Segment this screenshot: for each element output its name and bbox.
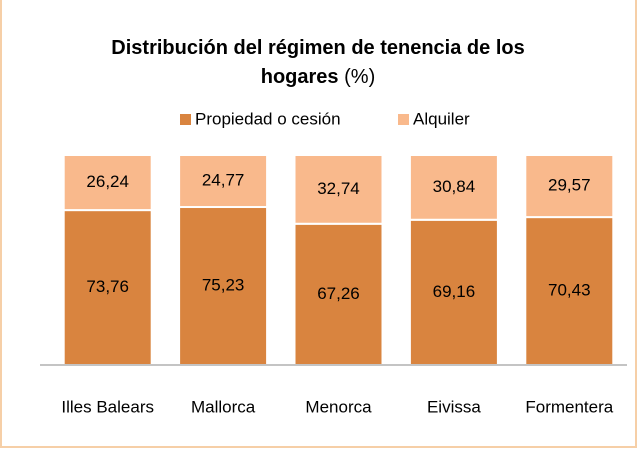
- data-label: 32,74: [317, 179, 360, 198]
- bar-segment: [178, 154, 269, 209]
- data-label: 24,77: [202, 170, 245, 189]
- bar-segment: [293, 154, 384, 225]
- bar-segment: [178, 206, 269, 366]
- title-text: Distribución del régimen de tenencia de …: [111, 37, 525, 88]
- x-tick-label: Menorca: [305, 397, 372, 416]
- bar-segment: [293, 222, 384, 366]
- chart-title: Distribución del régimen de tenencia de …: [88, 34, 548, 92]
- data-label: 70,43: [548, 281, 591, 300]
- data-label: 30,84: [433, 177, 476, 196]
- data-label: 67,26: [317, 284, 360, 303]
- data-label: 75,23: [202, 275, 245, 294]
- x-tick-label: Mallorca: [191, 397, 256, 416]
- legend-swatch: [180, 114, 191, 125]
- bar-segment: [408, 154, 499, 221]
- x-tick-label: Formentera: [525, 397, 613, 416]
- title-unit: (%): [344, 66, 376, 88]
- bar-segment: [408, 218, 499, 366]
- data-label: 69,16: [433, 282, 476, 301]
- legend-label: Propiedad o cesión: [195, 109, 341, 128]
- x-tick-label: Illes Balears: [61, 397, 154, 416]
- legend-label: Alquiler: [413, 109, 470, 128]
- data-label: 29,57: [548, 176, 591, 195]
- x-tick-label: Eivissa: [427, 397, 481, 416]
- legend-swatch: [398, 114, 409, 125]
- data-label: 73,76: [86, 277, 129, 296]
- data-label: 26,24: [86, 172, 129, 191]
- bar-segment: [524, 154, 615, 219]
- bar-segment: [62, 154, 153, 212]
